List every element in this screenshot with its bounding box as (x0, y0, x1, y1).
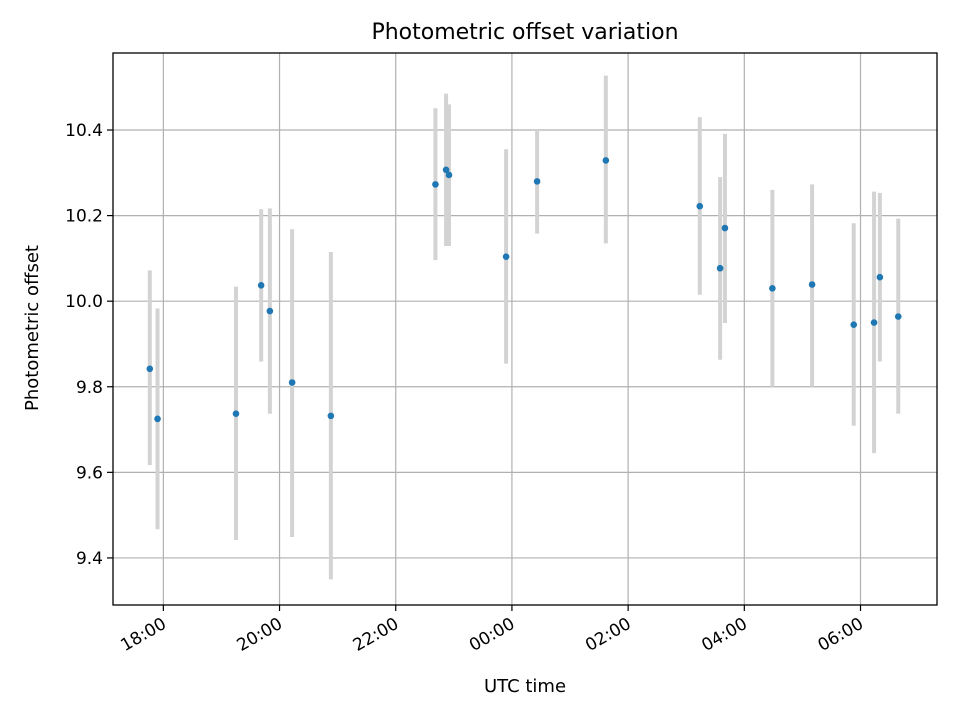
y-tick-label: 10.2 (65, 207, 103, 227)
data-point (894, 313, 902, 320)
data-point (502, 253, 510, 260)
data-point (257, 282, 265, 289)
data-point (327, 412, 335, 420)
data-points (146, 157, 902, 423)
data-point (266, 307, 274, 315)
data-point (288, 379, 296, 386)
data-point (602, 157, 610, 164)
y-axis-ticks: 9.4 9.6 9.8 10.0 10.2 10.4 (65, 121, 113, 569)
y-tick-label: 9.8 (76, 378, 103, 398)
data-point (232, 410, 240, 418)
y-tick-label: 9.4 (76, 549, 103, 569)
grid-lines (113, 53, 937, 605)
data-point (850, 321, 858, 329)
data-point (445, 171, 453, 179)
data-point (870, 319, 878, 326)
data-point (533, 178, 541, 185)
data-point (716, 264, 724, 272)
data-point (769, 285, 776, 292)
data-point (146, 365, 154, 373)
y-axis-label: Photometric offset (22, 245, 43, 411)
plot-frame (112, 52, 938, 606)
data-point (808, 281, 816, 288)
data-point (721, 224, 729, 232)
data-point (442, 166, 450, 174)
y-tick-label: 10.0 (65, 292, 103, 312)
data-point (876, 273, 884, 281)
data-point (154, 415, 161, 423)
data-point (432, 181, 439, 188)
x-axis-label: UTC time (484, 676, 566, 697)
data-point (696, 202, 704, 210)
y-tick-label: 9.6 (76, 463, 103, 483)
chart-title: Photometric offset variation (371, 20, 678, 45)
y-tick-label: 10.4 (65, 121, 103, 141)
